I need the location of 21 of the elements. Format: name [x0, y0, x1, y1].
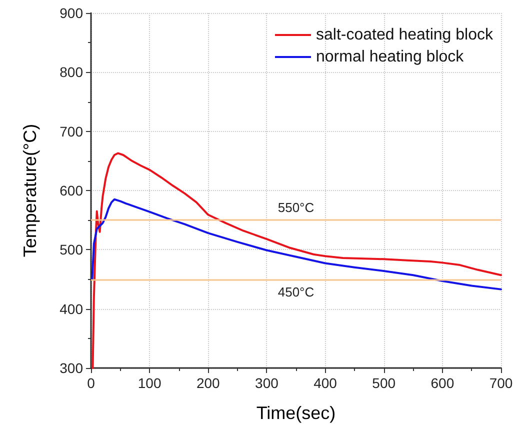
x-tick-label: 600 [430, 375, 454, 391]
y-tick-label: 400 [60, 300, 84, 317]
y-tick-label: 900 [60, 5, 84, 21]
x-axis-title: Time(sec) [256, 403, 336, 423]
y-axis-title: Temperature(°C) [20, 124, 40, 258]
y-tick-label: 600 [60, 182, 84, 198]
x-tick-label: 0 [87, 375, 96, 391]
ref-line-label: 550°C [278, 200, 314, 216]
y-tick-label: 800 [60, 64, 84, 80]
ref-line-label: 450°C [278, 284, 314, 300]
x-tick-label: 300 [255, 375, 279, 391]
legend-label: salt-coated heating block [316, 26, 494, 44]
x-tick-label: 200 [196, 375, 220, 391]
x-tick-label: 400 [314, 375, 338, 391]
y-tick-label: 700 [60, 123, 84, 140]
legend-label: normal heating block [316, 48, 465, 66]
y-tick-label: 300 [60, 360, 84, 376]
x-tick-label: 100 [138, 375, 162, 391]
x-tick-label: 700 [489, 375, 513, 391]
y-tick-label: 500 [60, 242, 84, 258]
x-tick-label: 500 [372, 375, 396, 391]
